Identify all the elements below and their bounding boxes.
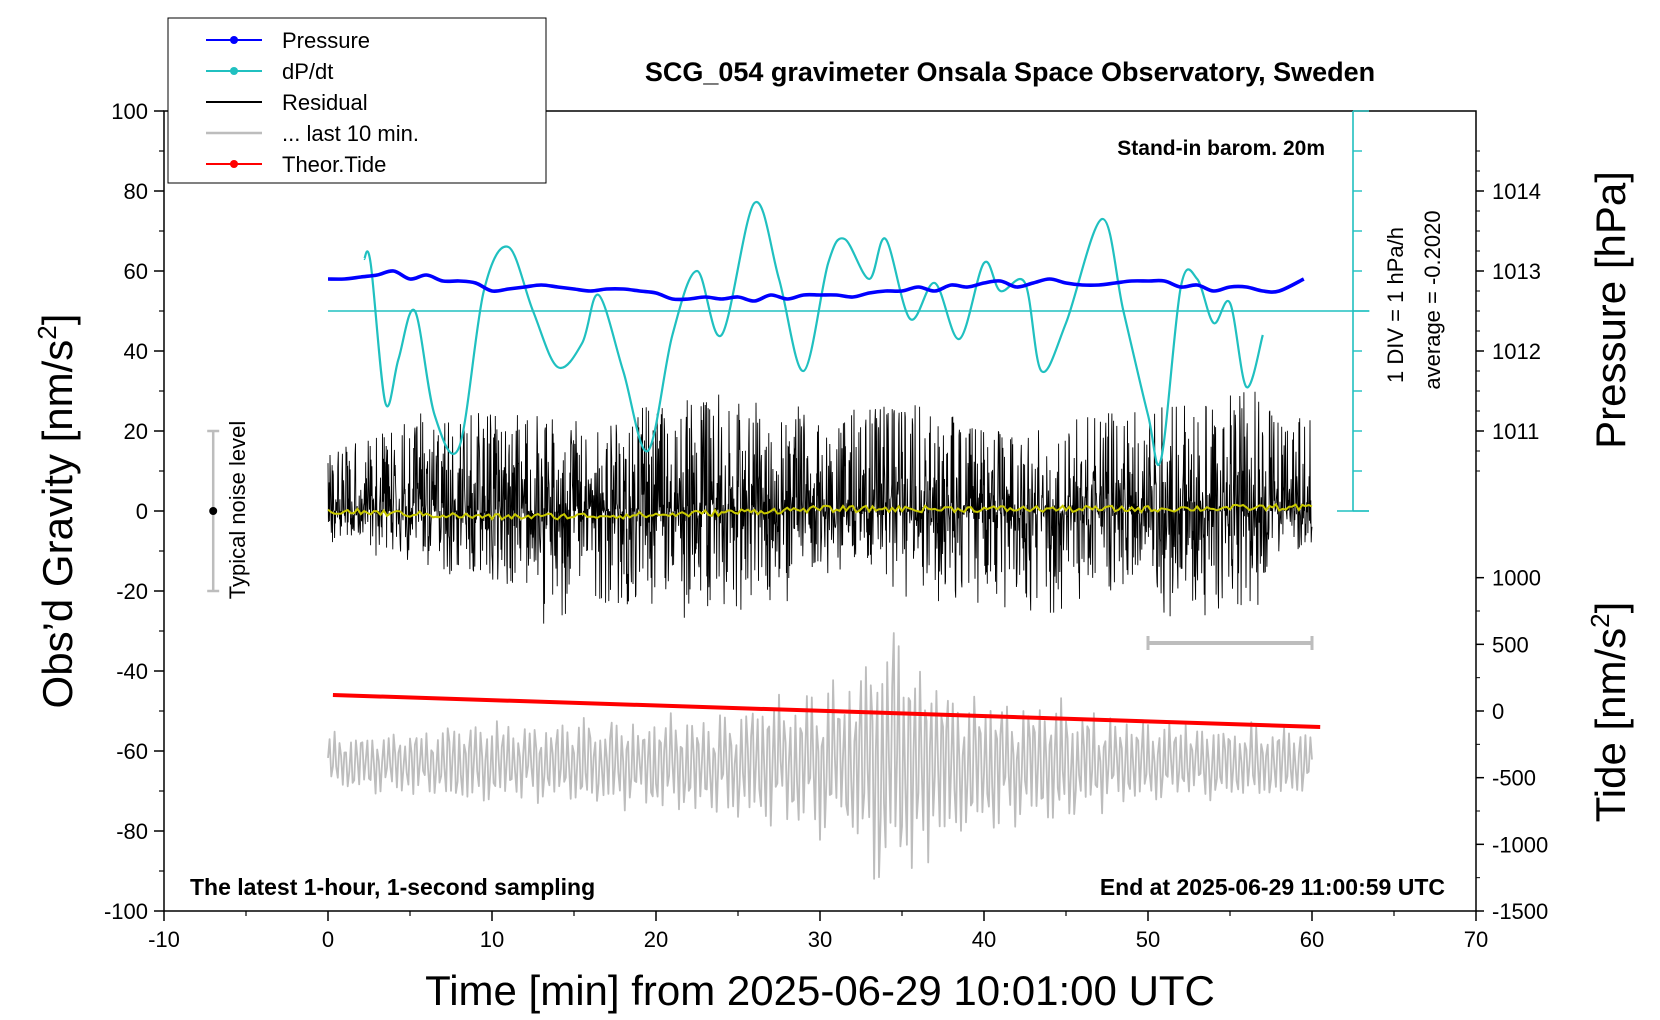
y-tick-label: -40 (116, 659, 148, 684)
legend-marker (230, 36, 238, 44)
residual-trend-layer (327, 502, 1313, 521)
legend-box (167, 17, 547, 184)
y-tick-label: 60 (124, 259, 148, 284)
legend-marker (230, 67, 238, 75)
last-ten-min-layer (327, 632, 1313, 880)
legend-label: Theor.Tide (282, 152, 386, 177)
y-axis-title-main: Obs’d Gravity [nm/s (34, 340, 81, 709)
pressure-tick-label: 1012 (1492, 339, 1541, 364)
y-tick-label: -60 (116, 739, 148, 764)
tide-layer (332, 693, 1321, 729)
y-axis-title-sup: 2 (32, 325, 62, 339)
tide-axis-title: Tide [nm/s2] (1585, 602, 1634, 823)
x-tick-label: 60 (1300, 927, 1324, 952)
tide-axis-title-end: ] (1587, 602, 1634, 614)
x-axis-title: Time [min] from 2025-06-29 10:01:00 UTC (425, 967, 1215, 1014)
x-tick-label: 10 (480, 927, 504, 952)
dpdt-series (363, 200, 1264, 467)
tide-axis-title-main: Tide [nm/s (1587, 628, 1634, 823)
residual-trend-series (327, 502, 1313, 521)
tide-tick-label: 500 (1492, 632, 1529, 657)
legend: Pressure dP/dt Residual ... last 10 min. The… (167, 17, 547, 184)
y-tick-label: -100 (104, 899, 148, 924)
dpdt-layer (328, 200, 1370, 467)
pressure-tick-label: 1011 (1492, 419, 1539, 444)
last-ten-min-series (327, 632, 1313, 880)
pressure-layer (327, 269, 1305, 303)
pressure-tick-label: 1014 (1492, 179, 1541, 204)
y-tick-label: -80 (116, 819, 148, 844)
x-tick-label: 20 (644, 927, 668, 952)
tide-axis-title-sup: 2 (1585, 613, 1615, 627)
pressure-axis-title: Pressure [hPa] (1587, 171, 1634, 449)
tide-tick-label: 0 (1492, 699, 1504, 724)
legend-label: Residual (282, 90, 368, 115)
pressure-axis-ticks: 1014 1013 1012 1011 (1476, 150, 1541, 472)
x-tick-label: -10 (148, 927, 180, 952)
y-tick-label: 80 (124, 179, 148, 204)
legend-label: dP/dt (282, 59, 333, 84)
pressure-tick-label: 1013 (1492, 259, 1541, 284)
x-tick-label: 70 (1464, 927, 1488, 952)
y-tick-label: 100 (111, 99, 148, 124)
legend-label: Pressure (282, 28, 370, 53)
y-tick-label: 0 (136, 499, 148, 524)
dpdt-scale-axis (1337, 110, 1369, 512)
chart-title: SCG_054 gravimeter Onsala Space Observat… (645, 57, 1375, 87)
end-time-note: End at 2025-06-29 11:00:59 UTC (1100, 874, 1445, 900)
y-axis-title-end: ] (34, 314, 81, 326)
stand-in-barometer-note: Stand-in barom. 20m (1117, 137, 1325, 160)
tide-tick-label: -1500 (1492, 899, 1548, 924)
y-axis-ticks: 100 80 60 40 20 0 -20 -40 -60 -80 -100 (104, 99, 164, 924)
tide-tick-label: 1000 (1492, 566, 1541, 591)
legend-marker (230, 160, 238, 168)
typical-noise-label: Typical noise level (225, 421, 250, 600)
dpdt-div-note: 1 DIV = 1 hPa/h (1383, 227, 1408, 383)
legend-items: Pressure dP/dt Residual ... last 10 min. The… (206, 28, 419, 177)
last-ten-window-bar (1146, 636, 1314, 650)
y-tick-label: -20 (116, 579, 148, 604)
y-tick-label: 20 (124, 419, 148, 444)
legend-label: ... last 10 min. (282, 121, 419, 146)
y-tick-label: 40 (124, 339, 148, 364)
x-tick-label: 50 (1136, 927, 1160, 952)
tide-tick-label: -1000 (1492, 832, 1548, 857)
dpdt-average-note: average = -0.2020 (1420, 210, 1445, 389)
tide-tick-label: -500 (1492, 766, 1536, 791)
theoretical-tide-series (332, 693, 1321, 729)
y-axis-title: Obs’d Gravity [nm/s2] (32, 314, 81, 709)
x-tick-label: 30 (808, 927, 832, 952)
sampling-note: The latest 1-hour, 1-second sampling (190, 874, 595, 900)
x-axis-ticks: -10 0 10 20 30 40 50 60 70 (148, 911, 1488, 952)
typical-noise-indicator (207, 429, 220, 593)
pressure-series (327, 269, 1305, 303)
x-tick-label: 40 (972, 927, 996, 952)
noise-center-dot (209, 507, 218, 515)
tide-axis-ticks: 1000 500 0 -500 -1000 -1500 (1476, 566, 1548, 924)
x-tick-label: 0 (322, 927, 334, 952)
